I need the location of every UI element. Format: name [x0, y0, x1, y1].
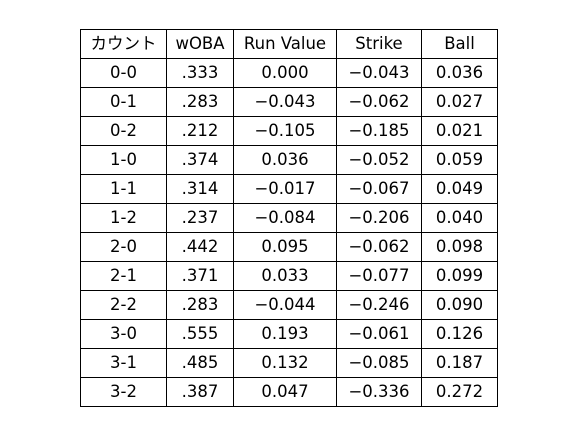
cell-run-value: 0.047 — [233, 377, 337, 407]
cell-woba: .442 — [166, 232, 234, 262]
cell-woba: .283 — [166, 290, 234, 320]
cell-strike: −0.061 — [336, 319, 422, 349]
cell-run-value: 0.193 — [233, 319, 337, 349]
cell-woba: .371 — [166, 261, 234, 291]
cell-woba: .333 — [166, 58, 234, 88]
table-body: 0-0.333 0.000 −0.043 0.036 0-1.283 −0.043 −0.0… — [80, 58, 498, 407]
count-run-value-table: カウント wOBA Run Value Strike Ball 0-0.333 0… — [80, 29, 498, 407]
cell-count: 1-2 — [80, 203, 167, 233]
header-woba: wOBA — [166, 29, 234, 59]
cell-count: 2-2 — [80, 290, 167, 320]
cell-ball: 0.126 — [421, 319, 498, 349]
cell-woba: .212 — [166, 116, 234, 146]
table-row: 1-0.374 0.036 −0.052 0.059 — [80, 145, 498, 175]
cell-strike: −0.246 — [336, 290, 422, 320]
cell-strike: −0.043 — [336, 58, 422, 88]
header-run-value: Run Value — [233, 29, 337, 59]
cell-count: 3-2 — [80, 377, 167, 407]
cell-strike: −0.085 — [336, 348, 422, 378]
cell-ball: 0.049 — [421, 174, 498, 204]
cell-ball: 0.272 — [421, 377, 498, 407]
cell-woba: .387 — [166, 377, 234, 407]
cell-count: 3-0 — [80, 319, 167, 349]
table-header-row: カウント wOBA Run Value Strike Ball — [80, 29, 498, 59]
cell-run-value: −0.017 — [233, 174, 337, 204]
cell-ball: 0.098 — [421, 232, 498, 262]
table-row: 2-0.442 0.095 −0.062 0.098 — [80, 232, 498, 262]
cell-count: 0-1 — [80, 87, 167, 117]
table-row: 0-0.333 0.000 −0.043 0.036 — [80, 58, 498, 88]
cell-count: 1-1 — [80, 174, 167, 204]
cell-run-value: 0.132 — [233, 348, 337, 378]
cell-run-value: −0.043 — [233, 87, 337, 117]
cell-count: 2-0 — [80, 232, 167, 262]
cell-count: 1-0 — [80, 145, 167, 175]
cell-run-value: 0.095 — [233, 232, 337, 262]
table-row: 3-1.485 0.132 −0.085 0.187 — [80, 348, 498, 378]
header-strike: Strike — [336, 29, 422, 59]
table-row: 1-1.314 −0.017 −0.067 0.049 — [80, 174, 498, 204]
cell-count: 2-1 — [80, 261, 167, 291]
table-row: 2-2.283 −0.044 −0.246 0.090 — [80, 290, 498, 320]
cell-woba: .283 — [166, 87, 234, 117]
cell-count: 3-1 — [80, 348, 167, 378]
cell-strike: −0.336 — [336, 377, 422, 407]
cell-ball: 0.036 — [421, 58, 498, 88]
cell-run-value: −0.044 — [233, 290, 337, 320]
cell-woba: .374 — [166, 145, 234, 175]
cell-strike: −0.077 — [336, 261, 422, 291]
cell-woba: .314 — [166, 174, 234, 204]
table-row: 1-2.237 −0.084 −0.206 0.040 — [80, 203, 498, 233]
table-row: 3-2.387 0.047 −0.336 0.272 — [80, 377, 498, 407]
cell-woba: .485 — [166, 348, 234, 378]
table-row: 2-1.371 0.033 −0.077 0.099 — [80, 261, 498, 291]
cell-ball: 0.027 — [421, 87, 498, 117]
cell-count: 0-0 — [80, 58, 167, 88]
cell-woba: .237 — [166, 203, 234, 233]
cell-run-value: 0.000 — [233, 58, 337, 88]
cell-ball: 0.099 — [421, 261, 498, 291]
header-ball: Ball — [421, 29, 498, 59]
cell-ball: 0.021 — [421, 116, 498, 146]
cell-strike: −0.052 — [336, 145, 422, 175]
cell-strike: −0.067 — [336, 174, 422, 204]
table-row: 0-2.212 −0.105 −0.185 0.021 — [80, 116, 498, 146]
cell-run-value: 0.036 — [233, 145, 337, 175]
cell-strike: −0.062 — [336, 87, 422, 117]
cell-run-value: −0.105 — [233, 116, 337, 146]
cell-strike: −0.185 — [336, 116, 422, 146]
cell-woba: .555 — [166, 319, 234, 349]
cell-ball: 0.059 — [421, 145, 498, 175]
cell-ball: 0.090 — [421, 290, 498, 320]
cell-strike: −0.062 — [336, 232, 422, 262]
cell-ball: 0.040 — [421, 203, 498, 233]
cell-count: 0-2 — [80, 116, 167, 146]
table-row: 3-0.555 0.193 −0.061 0.126 — [80, 319, 498, 349]
cell-ball: 0.187 — [421, 348, 498, 378]
cell-strike: −0.206 — [336, 203, 422, 233]
table-row: 0-1.283 −0.043 −0.062 0.027 — [80, 87, 498, 117]
cell-run-value: 0.033 — [233, 261, 337, 291]
header-count: カウント — [80, 29, 167, 59]
cell-run-value: −0.084 — [233, 203, 337, 233]
